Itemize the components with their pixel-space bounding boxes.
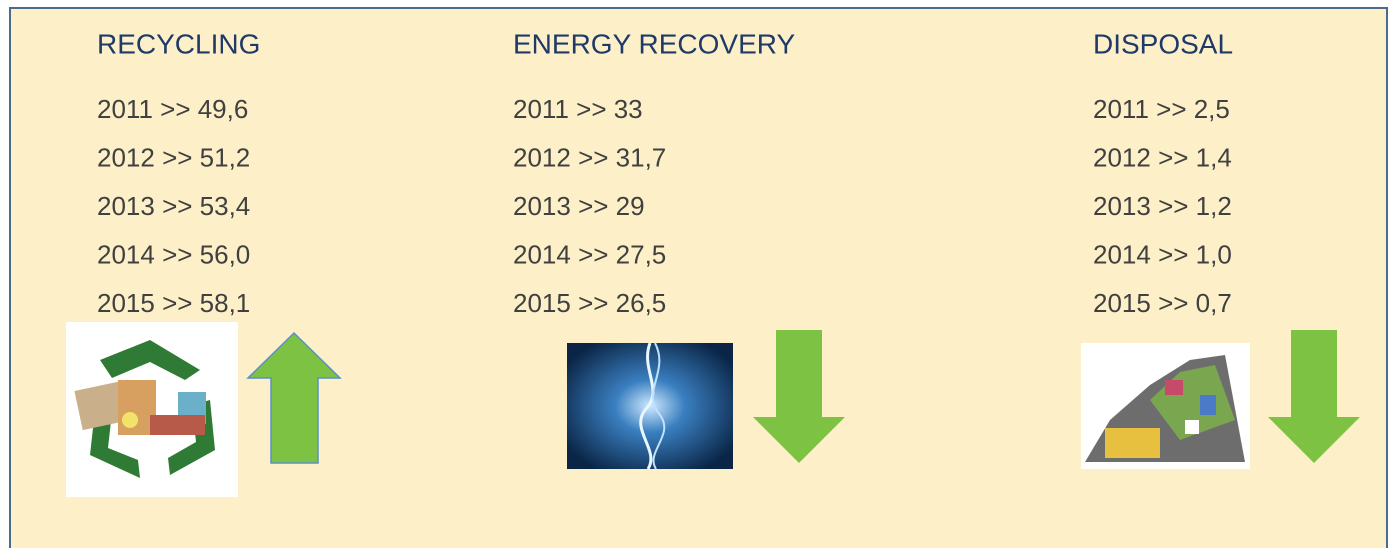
energy-image — [567, 342, 733, 470]
value-line: 2012 >> 51,2 — [97, 142, 250, 172]
value-line: 2015 >> 0,7 — [1093, 288, 1232, 318]
down-arrow — [753, 330, 845, 463]
value-line: 2013 >> 29 — [513, 191, 645, 221]
value-line: 2012 >> 31,7 — [513, 142, 666, 172]
column-title: ENERGY RECOVERY — [513, 28, 795, 59]
column-title: RECYCLING — [97, 28, 260, 59]
recycling-image — [66, 322, 238, 497]
value-line: 2011 >> 33 — [513, 94, 643, 124]
value-line: 2014 >> 27,5 — [513, 239, 666, 269]
value-line: 2013 >> 53,4 — [97, 191, 250, 221]
value-line: 2011 >> 49,6 — [97, 94, 248, 124]
value-line: 2015 >> 26,5 — [513, 288, 666, 318]
value-line: 2011 >> 2,5 — [1093, 94, 1230, 124]
value-line: 2014 >> 1,0 — [1093, 239, 1232, 269]
value-line: 2013 >> 1,2 — [1093, 191, 1232, 221]
down-arrow — [1268, 330, 1360, 463]
value-line: 2012 >> 1,4 — [1093, 142, 1232, 172]
up-arrow — [246, 331, 342, 464]
value-line: 2015 >> 58,1 — [97, 288, 250, 318]
column-title: DISPOSAL — [1093, 28, 1233, 59]
disposal-image — [1081, 343, 1250, 469]
value-line: 2014 >> 56,0 — [97, 239, 250, 269]
